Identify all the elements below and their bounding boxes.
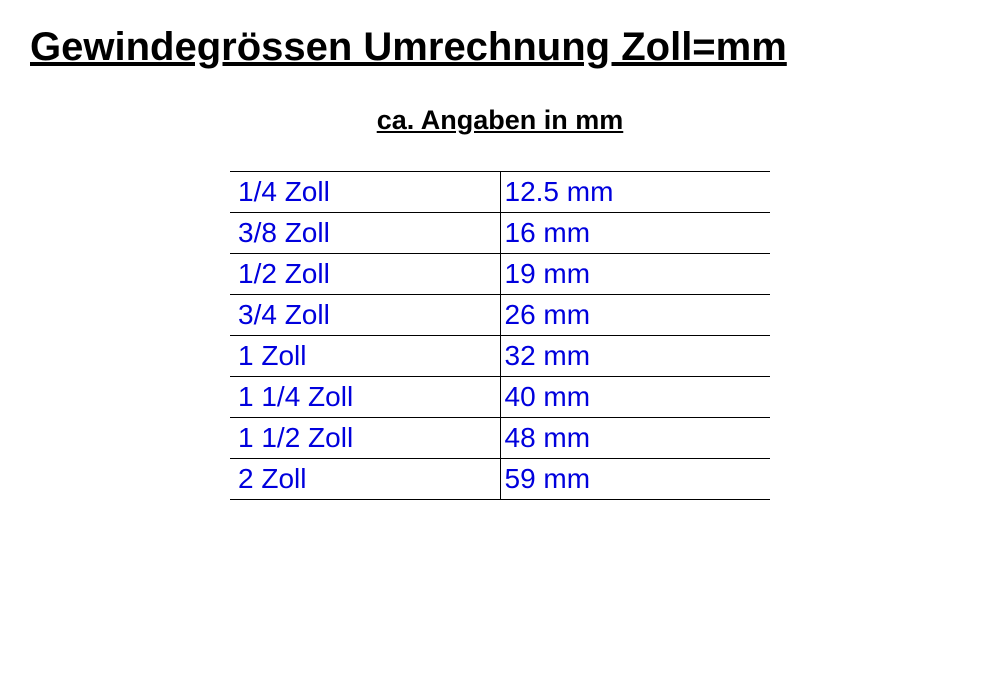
table-row: 3/4 Zoll 26 mm <box>230 295 770 336</box>
table-row: 3/8 Zoll 16 mm <box>230 213 770 254</box>
table-row: 1 1/4 Zoll 40 mm <box>230 377 770 418</box>
cell-mm: 40 mm <box>500 377 770 418</box>
cell-zoll: 3/4 Zoll <box>230 295 500 336</box>
page-subtitle: ca. Angaben in mm <box>20 105 980 136</box>
table-row: 2 Zoll 59 mm <box>230 459 770 500</box>
cell-zoll: 1/2 Zoll <box>230 254 500 295</box>
cell-mm: 16 mm <box>500 213 770 254</box>
cell-mm: 26 mm <box>500 295 770 336</box>
cell-zoll: 1 1/4 Zoll <box>230 377 500 418</box>
conversion-table: 1/4 Zoll 12.5 mm 3/8 Zoll 16 mm 1/2 Zoll… <box>230 171 770 500</box>
table-body: 1/4 Zoll 12.5 mm 3/8 Zoll 16 mm 1/2 Zoll… <box>230 172 770 500</box>
document-container: Gewindegrössen Umrechnung Zoll=mm ca. An… <box>0 0 1000 525</box>
cell-zoll: 1 1/2 Zoll <box>230 418 500 459</box>
cell-mm: 48 mm <box>500 418 770 459</box>
cell-zoll: 3/8 Zoll <box>230 213 500 254</box>
cell-zoll: 1 Zoll <box>230 336 500 377</box>
cell-mm: 19 mm <box>500 254 770 295</box>
cell-mm: 12.5 mm <box>500 172 770 213</box>
cell-mm: 32 mm <box>500 336 770 377</box>
cell-zoll: 2 Zoll <box>230 459 500 500</box>
table-row: 1 Zoll 32 mm <box>230 336 770 377</box>
page-title: Gewindegrössen Umrechnung Zoll=mm <box>20 25 980 70</box>
table-row: 1/2 Zoll 19 mm <box>230 254 770 295</box>
cell-mm: 59 mm <box>500 459 770 500</box>
table-row: 1/4 Zoll 12.5 mm <box>230 172 770 213</box>
table-wrapper: 1/4 Zoll 12.5 mm 3/8 Zoll 16 mm 1/2 Zoll… <box>20 171 980 500</box>
table-row: 1 1/2 Zoll 48 mm <box>230 418 770 459</box>
cell-zoll: 1/4 Zoll <box>230 172 500 213</box>
